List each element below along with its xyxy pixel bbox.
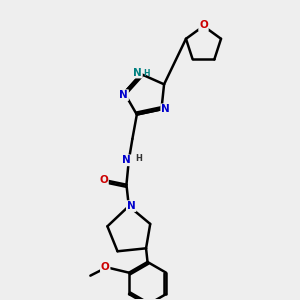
Text: N: N (119, 90, 128, 100)
Text: H: H (143, 69, 149, 78)
Text: N: N (127, 201, 136, 211)
Text: N: N (122, 155, 131, 165)
Text: O: O (199, 20, 208, 31)
Text: N: N (133, 68, 142, 78)
Text: N: N (161, 104, 170, 114)
Text: O: O (101, 262, 110, 272)
Text: O: O (99, 175, 108, 185)
Text: H: H (135, 154, 142, 163)
